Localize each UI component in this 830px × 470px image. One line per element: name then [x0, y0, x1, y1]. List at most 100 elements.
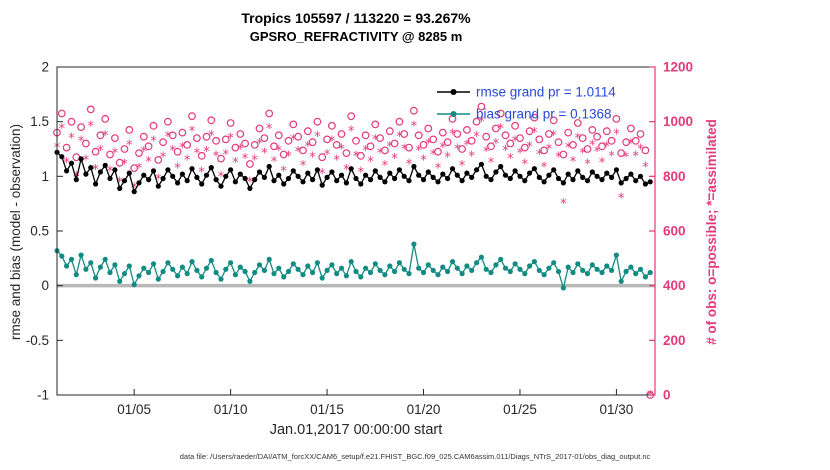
svg-text:*: * [545, 143, 553, 158]
svg-text:*: * [386, 140, 394, 155]
svg-text:*: * [174, 162, 182, 177]
svg-text:*: * [395, 130, 403, 145]
svg-text:*: * [391, 152, 399, 167]
svg-text:*: * [468, 149, 476, 164]
chart-title-line2: GPSRO_REFRACTIVITY @ 8285 m [249, 29, 463, 44]
svg-text:600: 600 [663, 224, 686, 239]
svg-text:*: * [265, 122, 273, 137]
svg-text:*: * [275, 144, 283, 159]
svg-text:*: * [473, 130, 481, 145]
svg-text:*: * [183, 153, 191, 168]
svg-text:*: * [313, 130, 321, 145]
svg-text:*: * [516, 147, 524, 162]
svg-text:*: * [236, 143, 244, 158]
svg-text:*: * [429, 148, 437, 163]
assimilated-series: **** ************************************… [53, 115, 654, 403]
svg-text:*: * [270, 155, 278, 170]
svg-text:*: * [420, 153, 428, 168]
svg-text:*: * [323, 148, 331, 163]
svg-text:*: * [444, 151, 452, 166]
svg-text:*: * [376, 147, 384, 162]
svg-text:*: * [63, 156, 71, 171]
svg-text:-1: -1 [37, 388, 49, 403]
svg-text:*: * [535, 148, 543, 163]
svg-text:*: * [608, 149, 616, 164]
svg-text:*: * [347, 125, 355, 140]
svg-text:*: * [511, 134, 519, 149]
svg-text:*: * [550, 129, 558, 144]
svg-text:*: * [96, 144, 104, 159]
svg-text:01/20: 01/20 [407, 402, 441, 417]
svg-text:1: 1 [41, 169, 49, 184]
svg-text:0: 0 [41, 278, 49, 293]
rmse-series [54, 149, 653, 195]
legend-marker-sample [450, 89, 457, 95]
svg-text:*: * [140, 145, 148, 160]
svg-text:*: * [58, 122, 66, 137]
svg-text:*: * [231, 156, 239, 171]
svg-text:*: * [92, 163, 100, 178]
svg-text:*: * [458, 159, 466, 174]
svg-text:*: * [540, 160, 548, 175]
svg-text:*: * [256, 137, 264, 152]
svg-text:*: * [449, 128, 457, 143]
svg-text:*: * [569, 155, 577, 170]
svg-text:*: * [593, 145, 601, 160]
svg-text:*: * [357, 166, 365, 181]
svg-text:*: * [241, 152, 249, 167]
svg-text:200: 200 [663, 333, 686, 348]
svg-text:*: * [526, 140, 534, 155]
svg-text:*: * [251, 153, 259, 168]
svg-text:*: * [410, 119, 418, 134]
svg-text:*: * [622, 151, 630, 166]
svg-text:*: * [285, 149, 293, 164]
svg-text:*: * [135, 162, 143, 177]
svg-text:*: * [106, 164, 114, 179]
svg-text:*: * [434, 162, 442, 177]
svg-text:*: * [338, 143, 346, 158]
svg-text:*: * [82, 153, 90, 168]
svg-text:01/05: 01/05 [117, 402, 151, 417]
svg-text:01/10: 01/10 [214, 402, 248, 417]
svg-text:*: * [506, 152, 514, 167]
svg-text:*: * [574, 132, 582, 147]
svg-text:*: * [101, 129, 109, 144]
plot-area [57, 67, 655, 395]
svg-text:0: 0 [663, 388, 671, 403]
svg-text:*: * [405, 158, 413, 173]
svg-text:*: * [415, 144, 423, 159]
svg-text:*: * [159, 151, 167, 166]
chart-title: Tropics 105597 / 113220 = 93.267% GPSRO_… [0, 8, 712, 46]
svg-text:*: * [627, 137, 635, 152]
chart-title-line1: Tropics 105597 / 113220 = 93.267% [241, 10, 471, 26]
svg-text:*: * [381, 159, 389, 174]
svg-text:*: * [439, 141, 447, 156]
x-axis-label: Jan.01,2017 00:00:00 start [269, 422, 443, 438]
svg-text:*: * [299, 159, 307, 174]
svg-text:1200: 1200 [663, 60, 693, 75]
svg-text:*: * [222, 148, 230, 163]
svg-text:*: * [294, 145, 302, 160]
svg-text:*: * [304, 140, 312, 155]
svg-text:*: * [584, 158, 592, 173]
svg-text:*: * [342, 163, 350, 178]
svg-text:*: * [203, 145, 211, 160]
legend-entry-label: rmse grand pr = 1.0114 [476, 85, 616, 100]
svg-text:*: * [289, 133, 297, 148]
svg-text:*: * [111, 147, 119, 162]
svg-text:*: * [121, 158, 129, 173]
svg-text:*: * [198, 166, 206, 181]
legend: rmse grand pr = 1.0114 bias grand pr = 0.… [437, 85, 616, 122]
svg-text:*: * [641, 160, 649, 175]
legend-marker-sample [450, 111, 457, 117]
svg-text:01/15: 01/15 [310, 402, 344, 417]
svg-text:*: * [87, 119, 95, 134]
svg-text:*: * [617, 192, 625, 207]
svg-text:*: * [193, 147, 201, 162]
svg-text:*: * [482, 145, 490, 160]
svg-text:*: * [169, 144, 177, 159]
svg-text:*: * [453, 143, 461, 158]
svg-text:*: * [367, 155, 375, 170]
svg-text:*: * [116, 175, 124, 190]
